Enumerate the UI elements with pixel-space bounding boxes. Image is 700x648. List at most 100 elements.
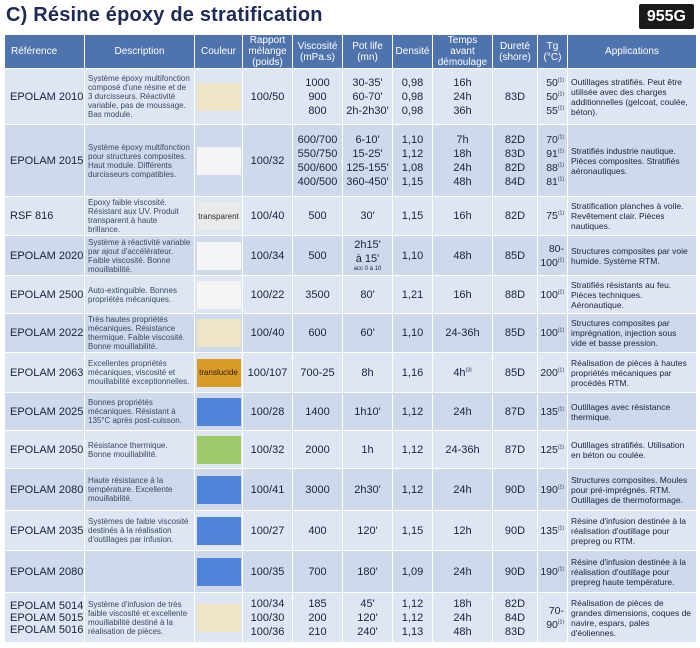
color-swatch bbox=[196, 146, 241, 175]
rapport-stack: 100/34 bbox=[244, 249, 292, 263]
temps-value: 24h bbox=[453, 90, 472, 103]
table-row[interactable]: EPOLAM 2080 Haute résistance à la tempéra… bbox=[4, 468, 697, 511]
temps-value: 16h bbox=[453, 76, 472, 89]
durete-value: 85D bbox=[504, 249, 526, 262]
viscosite-value: 1000 bbox=[305, 76, 330, 89]
tg-value: 190(1) bbox=[540, 565, 564, 578]
temps-stack: 24h bbox=[434, 405, 492, 419]
table-row[interactable]: EPOLAM 5014D EPOLAM 5015D EPOLAM 5016D Syst… bbox=[4, 592, 697, 643]
temps-stack: 24-36h bbox=[434, 443, 492, 457]
viscosite-value: 400 bbox=[308, 524, 327, 537]
durete-stack: 82D 84D 83D bbox=[494, 597, 537, 639]
densite-value: 1,15 bbox=[401, 524, 424, 537]
table-row[interactable]: EPOLAM 2020 Système à réactivité variable… bbox=[4, 235, 697, 276]
description-cell: Système époxy multifonction pour structu… bbox=[84, 124, 195, 197]
rapport-value: 100/28 bbox=[250, 405, 285, 418]
temps-stack: 4h(3) bbox=[434, 366, 492, 380]
color-cell bbox=[194, 275, 243, 314]
table-row[interactable]: EPOLAM 20152013201420152016Système époxy… bbox=[4, 124, 697, 197]
table-row[interactable]: EPOLAM 2025 Bonnes propriétés mécaniques.… bbox=[4, 392, 697, 431]
tg-cell: 135(1) bbox=[537, 510, 568, 551]
densite-value: 1,12 bbox=[401, 611, 424, 624]
densite-value: 1,10 bbox=[401, 327, 424, 339]
description-cell: Systèmes de faible viscosité destinés à … bbox=[84, 510, 195, 551]
viscosite-stack: 2000 bbox=[294, 443, 342, 457]
description-cell: Bonnes propriétés mécaniques. Résistant … bbox=[84, 392, 195, 431]
table-row[interactable]: EPOLAM 2035 /2025Systèmes de faible visc… bbox=[4, 510, 697, 551]
rapport-cell: 100/32 bbox=[242, 430, 293, 469]
rapport-value: 100/107 bbox=[247, 366, 288, 379]
durete-value: 88D bbox=[504, 288, 526, 301]
durete-cell: 90D bbox=[492, 510, 538, 551]
rapport-cell: 100/35 bbox=[242, 550, 293, 593]
header-bar: C) Résine époxy de stratification 955G bbox=[0, 0, 700, 34]
temps-stack: 7h 18h 24h 48h bbox=[434, 133, 492, 189]
durete-value: 83D bbox=[504, 625, 526, 638]
reference-cell: EPOLAM 2035 /2025 bbox=[4, 510, 85, 551]
viscosite-value: 700-25 bbox=[300, 366, 335, 379]
color-swatch: transparent bbox=[196, 202, 241, 230]
densite-value: 1,09 bbox=[401, 565, 424, 578]
reference-line: EPOLAM 5014D bbox=[10, 599, 85, 612]
durete-cell: 85D bbox=[492, 235, 538, 276]
tg-stack: 190(1) bbox=[539, 565, 564, 579]
tg-value: 75(1) bbox=[546, 210, 564, 222]
tg-note: (1) bbox=[557, 327, 564, 334]
temps-value: 18h bbox=[453, 597, 472, 610]
durete-stack: 90D bbox=[494, 524, 537, 538]
applications-cell: Structures composites par imprégnation, … bbox=[567, 313, 697, 353]
durete-stack: 90D bbox=[494, 483, 537, 497]
densite-value: 1,12 bbox=[401, 147, 424, 160]
reference-cell: EPOLAM 2020 bbox=[4, 235, 85, 276]
temps-cell: 16h bbox=[432, 196, 493, 236]
durete-cell: 90D bbox=[492, 468, 538, 511]
tg-stack: 135(1) bbox=[539, 405, 564, 419]
table-row[interactable]: EPOLAM 2022 Très hautes propriétés mécani… bbox=[4, 313, 697, 353]
densite-cell: 1,12 bbox=[392, 430, 433, 469]
tg-value: 90(1) bbox=[546, 618, 564, 631]
temps-value: 24h bbox=[453, 565, 472, 578]
pot-life-stack: 8h bbox=[344, 366, 392, 380]
color-cell bbox=[194, 68, 243, 125]
tg-value: 88(1) bbox=[546, 161, 564, 174]
pot-life-value: 1h bbox=[361, 443, 374, 456]
pot-life-value: 45' bbox=[360, 597, 375, 610]
table-row[interactable]: EPOLAM 2500 Auto-extinguible. Bonnes prop… bbox=[4, 275, 697, 314]
temps-value: 7h bbox=[456, 133, 469, 146]
viscosite-stack: 700 bbox=[294, 565, 342, 579]
densite-value: 1,15 bbox=[401, 175, 424, 188]
reference-cell: EPOLAM 2500 bbox=[4, 275, 85, 314]
table-row[interactable]: EPOLAM 2050 Résistance thermique. Bonne m… bbox=[4, 430, 697, 469]
table-row[interactable]: EPOLAM 2063 Excellentes propriétés mécani… bbox=[4, 352, 697, 393]
tg-stack: 190(1) bbox=[539, 483, 564, 497]
rapport-cell: 100/28 bbox=[242, 392, 293, 431]
tg-cell: 190(1) bbox=[537, 468, 568, 511]
viscosite-cell: 1400 bbox=[292, 392, 343, 431]
table-row[interactable]: EPOLAM 2010201020112012Système époxy mul… bbox=[4, 68, 697, 125]
densite-stack: 0,98 0,98 0,98 bbox=[394, 76, 432, 118]
temps-cell: 4h(3) bbox=[432, 352, 493, 393]
rapport-value: 100/32 bbox=[250, 154, 285, 167]
viscosite-stack: 3000 bbox=[294, 483, 342, 497]
table-row[interactable]: RSF 816 Epoxy faible viscosité. Résistant… bbox=[4, 196, 697, 236]
col-durete: Dureté (shore) bbox=[492, 34, 538, 69]
reference-cell: EPOLAM 5014D EPOLAM 5015D EPOLAM 5016D bbox=[4, 592, 85, 643]
col-densite: Densité bbox=[392, 34, 433, 69]
durete-cell: 87D bbox=[492, 430, 538, 469]
densite-stack: 1,10 bbox=[394, 249, 432, 263]
table-row[interactable]: EPOLAM 2080 /2025 100/35 700 180' 1,09 24h 90D… bbox=[4, 550, 697, 593]
temps-cell: 24h bbox=[432, 392, 493, 431]
temps-cell: 48h bbox=[432, 235, 493, 276]
tg-note: (1) bbox=[557, 525, 564, 531]
pot-life-value: 30' bbox=[360, 210, 375, 222]
pot-life-value: 2h-2h30' bbox=[346, 104, 389, 117]
tg-value: 100(1) bbox=[540, 288, 564, 301]
pot-life-stack: 45' 120' 240' bbox=[344, 597, 392, 639]
durete-stack: 90D bbox=[494, 565, 537, 579]
pot-life-stack: 6-10' 15-25' 125-155' 360-450' bbox=[344, 133, 392, 189]
pot-life-cell: 1h10' bbox=[342, 392, 393, 431]
reference-cell: RSF 816 bbox=[4, 196, 85, 236]
densite-stack: 1,12 bbox=[394, 443, 432, 457]
viscosite-stack: 1400 bbox=[294, 405, 342, 419]
viscosite-value: 900 bbox=[308, 90, 327, 103]
